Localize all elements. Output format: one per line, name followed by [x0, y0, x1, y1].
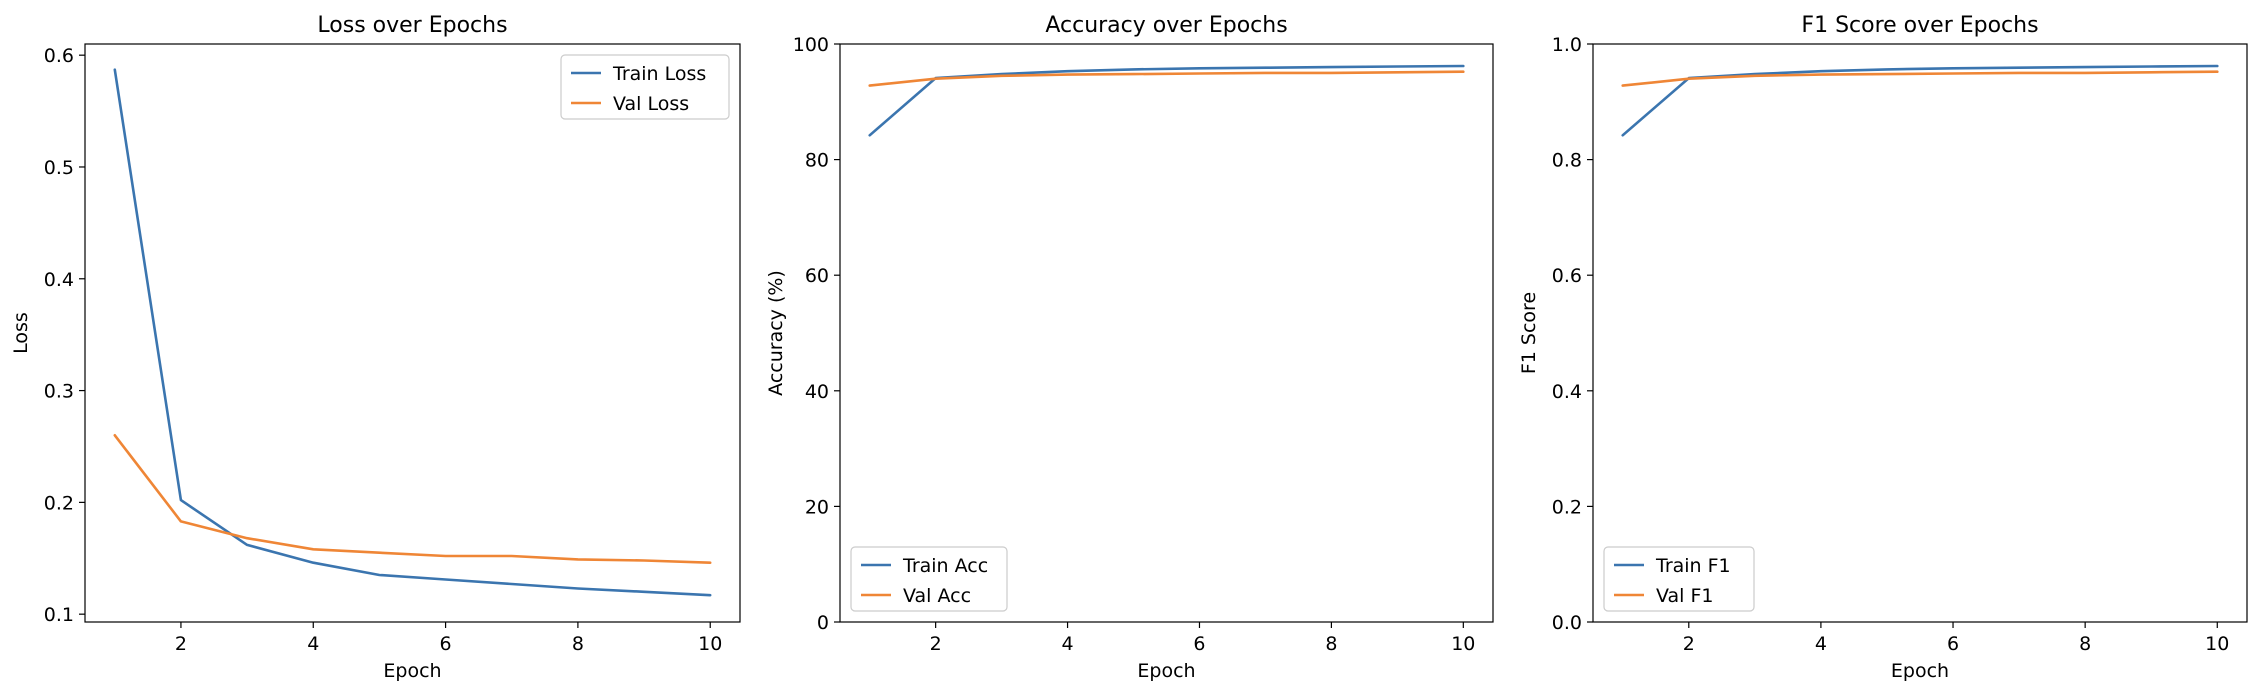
x-tick-label: 4	[1815, 633, 1827, 655]
x-axis-label: Epoch	[383, 660, 441, 682]
chart-title: Accuracy over Epochs	[1045, 13, 1287, 38]
x-tick-label: 10	[2205, 633, 2229, 655]
x-tick-label: 6	[1947, 633, 1959, 655]
y-axis-label: Loss	[10, 312, 32, 354]
x-tick-label: 2	[175, 633, 187, 655]
legend-label: Train Acc	[902, 555, 988, 577]
series-line-val	[113, 433, 712, 565]
y-tick-label: 40	[805, 381, 829, 403]
chart-panel-3: F1 Score over Epochs 2 4 6 8 10 0.0 0.2 0.4 0.6 0.…	[1518, 13, 2248, 682]
y-axis-label: Accuracy (%)	[765, 270, 787, 396]
y-tick-label: 1.0	[1552, 34, 1582, 56]
y-tick-label: 0.2	[1552, 496, 1582, 518]
y-tick-label: 0.4	[1552, 381, 1582, 403]
x-tick-label: 10	[698, 633, 722, 655]
legend-box	[560, 54, 730, 120]
y-tick-label: 60	[805, 265, 829, 287]
y-tick-label: 100	[793, 34, 829, 56]
chart-panel-1: Loss over Epochs 2 4 6 8 10 0.1 0.2 0.3 0.4 0.5 0.6…	[10, 13, 741, 682]
legend: Train Acc Val Acc	[850, 546, 1008, 612]
x-axis-label: Epoch	[1137, 660, 1195, 682]
y-tick-label: 20	[805, 496, 829, 518]
x-tick-label: 2	[1683, 633, 1695, 655]
chart-title: Loss over Epochs	[317, 13, 507, 38]
plot-frame	[1592, 43, 2248, 623]
y-tick-label: 0.8	[1552, 150, 1582, 172]
y-tick-label: 0.4	[44, 269, 74, 291]
legend-label: Val F1	[1656, 585, 1714, 607]
x-tick-label: 8	[1325, 633, 1337, 655]
x-axis-label: Epoch	[1891, 660, 1949, 682]
y-tick-label: 0.6	[1552, 265, 1582, 287]
plot-frame	[839, 43, 1494, 623]
plot-frame	[84, 43, 741, 623]
x-tick-label: 10	[1451, 633, 1475, 655]
legend-label: Train F1	[1655, 555, 1731, 577]
y-tick-label: 0.6	[44, 45, 74, 67]
y-tick-label: 0.1	[44, 604, 74, 626]
legend-label: Val Loss	[613, 93, 689, 115]
x-tick-label: 8	[2079, 633, 2091, 655]
legend-label: Val Acc	[903, 585, 971, 607]
legend: Train F1 Val F1	[1603, 546, 1755, 612]
series-line-val	[868, 70, 1465, 87]
y-axis-label: F1 Score	[1518, 292, 1540, 374]
legend-label: Train Loss	[612, 63, 706, 85]
x-tick-label: 4	[307, 633, 319, 655]
x-tick-label: 6	[440, 633, 452, 655]
legend: Train Loss Val Loss	[560, 54, 730, 120]
y-tick-label: 0.0	[1552, 612, 1582, 634]
y-tick-label: 0.2	[44, 492, 74, 514]
y-tick-label: 0.3	[44, 381, 74, 403]
chart-title: F1 Score over Epochs	[1801, 13, 2038, 38]
x-tick-label: 8	[572, 633, 584, 655]
series-line-train	[113, 68, 712, 597]
series-line-val	[1621, 70, 2219, 87]
x-tick-label: 2	[930, 633, 942, 655]
y-tick-label: 0.5	[44, 157, 74, 179]
y-tick-label: 80	[805, 150, 829, 172]
y-tick-label: 0	[817, 612, 829, 634]
x-tick-label: 4	[1062, 633, 1074, 655]
x-tick-label: 6	[1193, 633, 1205, 655]
